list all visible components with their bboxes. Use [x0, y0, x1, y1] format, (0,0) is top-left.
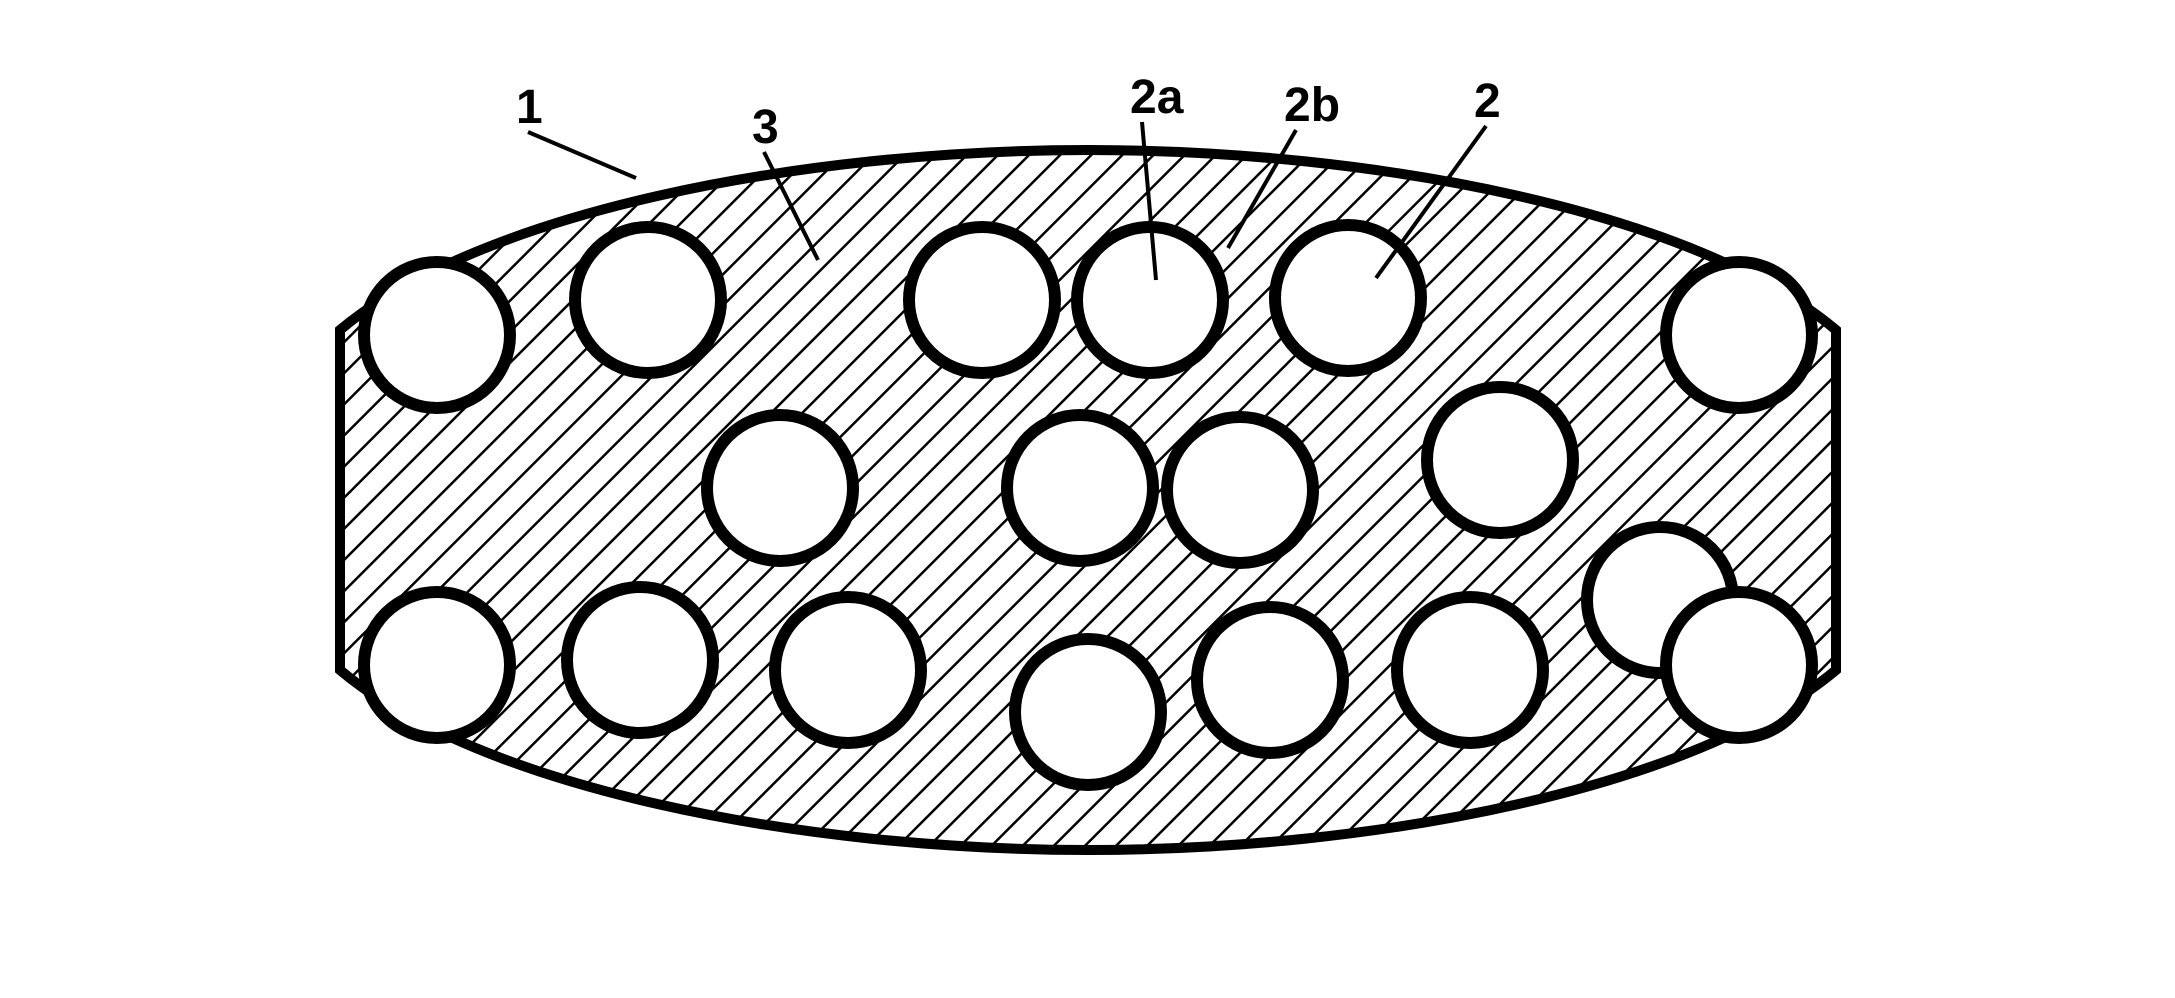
hole-circle	[775, 597, 921, 743]
label-2b: 2b	[1284, 78, 1340, 133]
hole-circle	[1666, 262, 1812, 408]
label-3: 3	[752, 100, 779, 155]
hole-circle	[1197, 607, 1343, 753]
leader-line-1	[528, 132, 636, 178]
hole-circle	[1007, 415, 1153, 561]
diagram-svg	[0, 0, 2175, 998]
label-2a: 2a	[1130, 70, 1183, 125]
hole-circle	[1397, 597, 1543, 743]
hole-circle	[1666, 592, 1812, 738]
hole-circle	[707, 415, 853, 561]
hole-circle	[909, 227, 1055, 373]
hole-circle	[1427, 387, 1573, 533]
hole-circle	[567, 587, 713, 733]
label-1: 1	[516, 80, 543, 135]
label-2: 2	[1474, 74, 1501, 129]
hole-circle	[1015, 639, 1161, 785]
hole-circle	[1167, 417, 1313, 563]
hole-circle	[364, 262, 510, 408]
hole-circle	[1077, 227, 1223, 373]
hole-circle	[364, 592, 510, 738]
hole-circle	[575, 227, 721, 373]
